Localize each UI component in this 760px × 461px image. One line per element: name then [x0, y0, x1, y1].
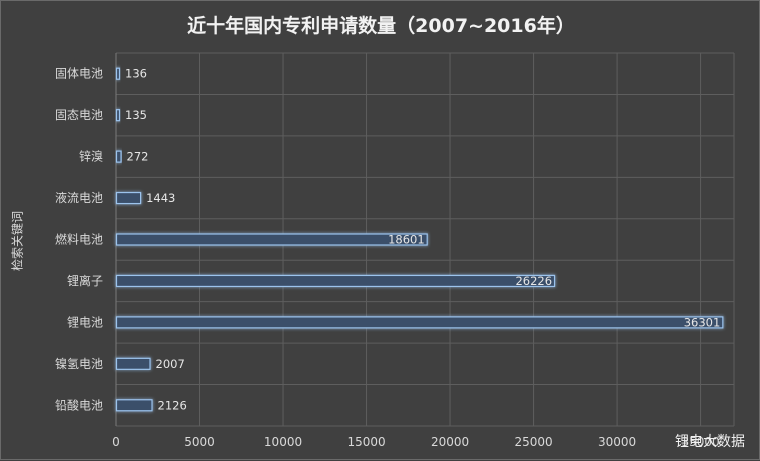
category-label: 液流电池 — [55, 190, 103, 205]
x-tick-label: 35000 — [682, 435, 720, 449]
data-label: 36301 — [684, 315, 721, 329]
category-label: 锂离子 — [67, 273, 103, 288]
data-label: 2126 — [158, 398, 187, 412]
watermark: 锂电大数据 — [675, 434, 745, 450]
category-label: 固态电池 — [55, 108, 103, 122]
data-label: 2007 — [156, 357, 185, 371]
x-tick-label: 30000 — [598, 435, 636, 449]
data-label: 135 — [125, 108, 147, 122]
bar — [115, 357, 151, 370]
bar — [115, 67, 121, 80]
x-tick-label: 10000 — [264, 435, 302, 449]
x-tick-label: 25000 — [514, 435, 552, 449]
x-tick-label: 15000 — [347, 435, 385, 449]
x-tick-label: 20000 — [431, 435, 469, 449]
category-label: 固体电池 — [55, 67, 103, 81]
bar — [115, 150, 122, 163]
bar — [115, 399, 153, 412]
bar — [115, 233, 428, 246]
bar — [115, 316, 724, 329]
bar — [115, 109, 121, 122]
data-label: 136 — [125, 67, 147, 81]
category-label: 锌溴 — [79, 150, 103, 164]
category-label: 铅酸电池 — [55, 397, 103, 412]
chart-title: 近十年国内专利申请数量（2007~2016年） — [187, 15, 575, 37]
data-label: 18601 — [388, 233, 425, 247]
category-label: 燃料电池 — [55, 232, 103, 247]
data-label: 272 — [127, 150, 149, 164]
data-label: 1443 — [146, 191, 175, 205]
bar — [115, 191, 142, 205]
category-label: 镍氢电池 — [55, 356, 103, 371]
bar — [115, 274, 556, 288]
data-label: 26226 — [515, 274, 552, 288]
x-tick-label: 0 — [112, 435, 120, 449]
category-label: 锂电池 — [67, 314, 103, 329]
x-tick-label: 5000 — [184, 435, 215, 449]
